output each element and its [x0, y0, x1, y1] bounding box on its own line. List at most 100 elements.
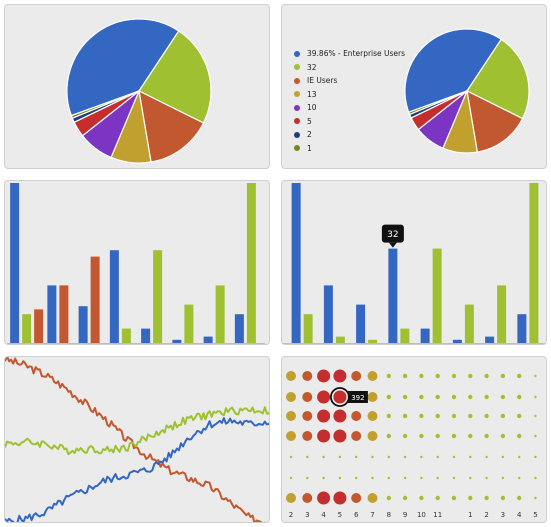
dot[interactable] [534, 496, 537, 500]
bar[interactable] [10, 183, 20, 343]
dot[interactable] [286, 493, 296, 503]
dot[interactable] [517, 413, 522, 419]
legend-item[interactable]: 2 [294, 128, 405, 142]
dot[interactable] [302, 493, 313, 503]
bar[interactable] [432, 248, 442, 343]
dot[interactable] [419, 394, 424, 400]
dot[interactable] [451, 413, 457, 419]
dot[interactable] [468, 373, 473, 379]
dot[interactable] [306, 476, 309, 480]
legend-item[interactable]: 5 [294, 115, 405, 129]
dot[interactable] [402, 433, 408, 439]
dot[interactable] [469, 476, 472, 480]
bar[interactable] [452, 339, 462, 343]
dot[interactable] [402, 495, 408, 501]
bar-chart[interactable]: 32 [282, 181, 547, 345]
bar[interactable] [323, 285, 333, 343]
dot[interactable] [485, 455, 488, 459]
legend-item[interactable]: 10 [294, 101, 405, 115]
dot[interactable] [286, 371, 296, 381]
pie-chart[interactable] [282, 5, 547, 169]
dot[interactable] [302, 411, 313, 421]
dot[interactable] [371, 476, 374, 480]
dot[interactable] [435, 373, 440, 379]
bar[interactable] [141, 328, 151, 343]
legend-item[interactable]: 1 [294, 142, 405, 156]
dot[interactable] [289, 455, 293, 459]
legend-item[interactable]: IE Users [294, 74, 405, 88]
dot[interactable] [386, 394, 391, 400]
dot[interactable] [452, 455, 456, 459]
dot[interactable] [367, 493, 378, 503]
dot[interactable] [367, 431, 378, 441]
dot[interactable] [338, 476, 342, 480]
dot[interactable] [484, 433, 489, 439]
dot[interactable] [451, 394, 457, 400]
bar[interactable] [464, 304, 474, 343]
dot[interactable] [333, 429, 347, 443]
dot[interactable] [355, 476, 358, 480]
dot[interactable] [402, 373, 408, 379]
line-series[interactable] [5, 417, 270, 523]
dot[interactable] [419, 495, 424, 501]
dot[interactable] [534, 414, 537, 418]
bar[interactable] [215, 285, 225, 343]
bar[interactable] [246, 183, 256, 343]
dot[interactable] [387, 455, 390, 459]
pie-slice[interactable] [70, 90, 140, 119]
dot[interactable] [468, 433, 473, 439]
dot[interactable] [500, 413, 506, 419]
dot[interactable] [518, 476, 521, 480]
line-chart[interactable] [5, 357, 270, 523]
dot[interactable] [419, 433, 424, 439]
bar[interactable] [22, 314, 32, 343]
dot[interactable] [436, 476, 439, 480]
dot[interactable] [468, 413, 473, 419]
pie-slice[interactable] [466, 38, 530, 120]
dot[interactable] [419, 373, 424, 379]
dot[interactable] [534, 374, 537, 378]
bar[interactable] [517, 314, 527, 343]
dot[interactable] [371, 455, 374, 459]
dot[interactable] [484, 373, 489, 379]
dot[interactable] [386, 433, 391, 439]
bar[interactable] [109, 250, 119, 343]
dot[interactable] [317, 491, 331, 505]
dot[interactable] [317, 409, 331, 423]
dot[interactable] [518, 455, 521, 459]
pie-slice[interactable] [466, 89, 524, 153]
dot[interactable] [451, 433, 457, 439]
dot[interactable] [302, 431, 313, 441]
dot[interactable] [534, 476, 537, 480]
dot[interactable] [317, 390, 331, 404]
dot[interactable] [468, 394, 473, 400]
bar-chart[interactable] [5, 181, 270, 345]
dot[interactable] [500, 373, 506, 379]
dot[interactable] [419, 413, 424, 419]
dot[interactable] [451, 373, 457, 379]
dot[interactable] [302, 371, 313, 381]
dot[interactable] [435, 495, 440, 501]
dot[interactable] [386, 495, 391, 501]
dot[interactable] [322, 476, 325, 480]
pie-slice[interactable] [138, 30, 212, 124]
dot[interactable] [451, 495, 457, 501]
dot[interactable] [484, 495, 489, 501]
pie-chart[interactable] [5, 5, 270, 169]
dot[interactable] [306, 455, 309, 459]
dot[interactable] [500, 495, 506, 501]
dot[interactable] [484, 413, 489, 419]
dot[interactable] [333, 491, 347, 505]
bar[interactable] [47, 285, 57, 343]
dot[interactable] [386, 373, 391, 379]
dot[interactable] [322, 455, 325, 459]
dot[interactable] [402, 394, 408, 400]
bar[interactable] [153, 250, 163, 343]
bar[interactable] [497, 285, 507, 343]
dot[interactable] [333, 390, 347, 404]
dot[interactable] [469, 455, 472, 459]
dot[interactable] [534, 395, 537, 399]
bar[interactable] [203, 336, 213, 343]
bar[interactable] [356, 304, 366, 343]
